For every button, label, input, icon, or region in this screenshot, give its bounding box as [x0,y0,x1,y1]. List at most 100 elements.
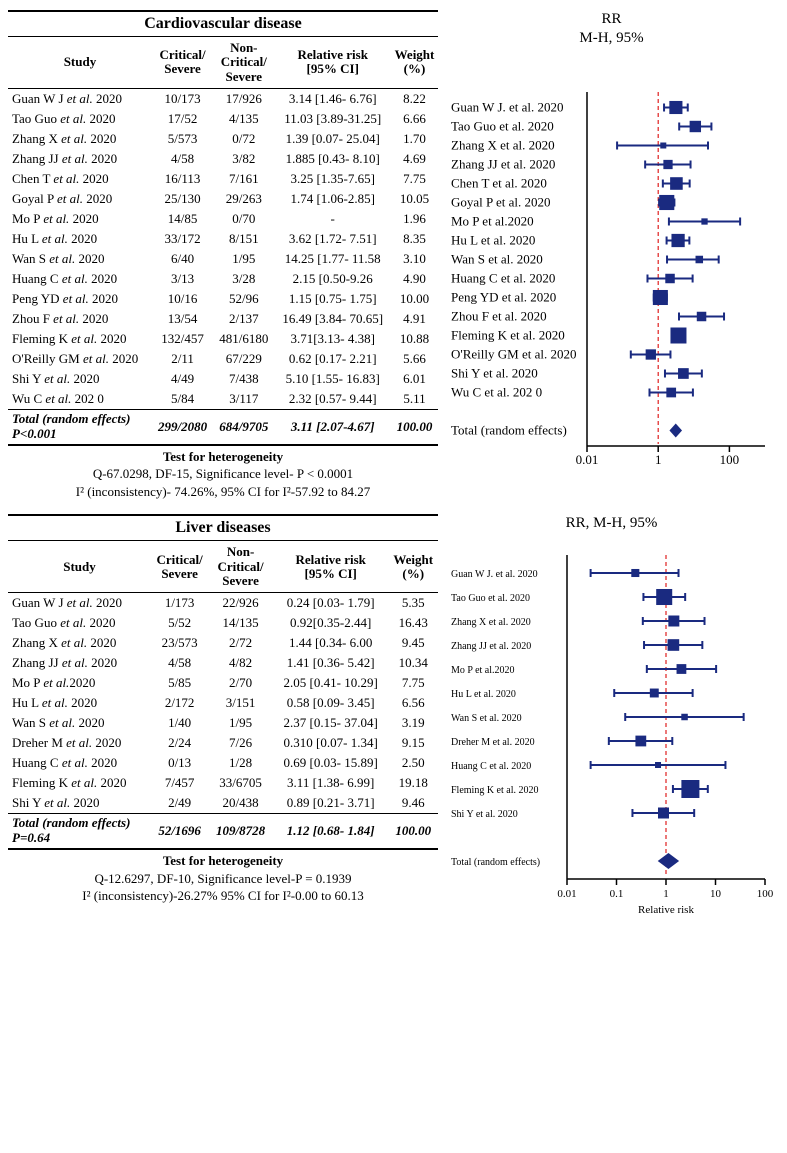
value-cell: 6/40 [152,249,213,269]
forest-plot-title: RR, M-H, 95% [566,514,658,533]
table-row: Wan S et al. 20201/401/952.37 [0.15- 37.… [8,713,438,733]
table-title: Liver diseases [8,514,438,541]
table-row: Shi Y et al. 20204/497/4385.10 [1.55- 16… [8,369,438,389]
value-cell: 1.70 [391,129,438,149]
axis-tick-label: 0.1 [609,888,623,900]
table-row: Hu L et al. 202033/1728/1513.62 [1.72- 7… [8,229,438,249]
axis-tick-label: 1 [663,888,669,900]
value-cell: 0/13 [151,753,208,773]
value-cell: 1.44 [0.34- 6.00 [273,633,389,653]
value-cell: 2.15 [0.50-9.26 [274,269,391,289]
total-value: 3.11 [2.07-4.67] [274,409,391,444]
forest-row-label: Fleming K et al. 2020 [451,785,539,796]
axis-tick-label: 0.01 [557,888,576,900]
total-label: Total (random effects)P<0.001 [8,409,152,444]
study-cell: O'Reilly GM et al. 2020 [8,349,152,369]
value-cell: 4.90 [391,269,438,289]
value-cell: 67/229 [213,349,274,369]
value-cell: 7.75 [389,673,439,693]
table-row: Wu C et al. 202 05/843/1172.32 [0.57- 9.… [8,389,438,410]
value-cell: 3/117 [213,389,274,410]
value-cell: 4/58 [152,149,213,169]
column-header: Weight(%) [389,541,439,592]
study-cell: Huang C et al. 2020 [8,269,152,289]
heterogeneity-test: Test for heterogeneityQ-67.0298, DF-15, … [8,448,438,501]
value-cell: 1.885 [0.43- 8.10] [274,149,391,169]
forest-row-label: Shi Y et al. 2020 [451,809,518,820]
value-cell: 14.25 [1.77- 11.58 [274,249,391,269]
forest-row-label: Wu C et al. 202 0 [451,384,542,399]
study-cell: Wu C et al. 202 0 [8,389,152,410]
value-cell: 3/28 [213,269,274,289]
value-cell: 5/52 [151,613,208,633]
study-cell: Fleming K et al. 2020 [8,329,152,349]
column-header: Relative risk[95% CI] [274,37,391,88]
forest-row-label: Tao Guo et al. 2020 [451,593,530,604]
value-cell: 1.15 [0.75- 1.75] [274,289,391,309]
forest-total-label: Total (random effects) [451,857,540,868]
value-cell: 33/172 [152,229,213,249]
value-cell: 2.37 [0.15- 37.04] [273,713,389,733]
value-cell: 52/96 [213,289,274,309]
value-cell: 1/28 [208,753,273,773]
column-header: Study [8,37,152,88]
study-cell: Zhang JJ et al. 2020 [8,149,152,169]
value-cell: 4/135 [213,109,274,129]
forest-row-label: Hu L et al. 2020 [451,232,535,247]
value-cell: 6.01 [391,369,438,389]
total-value: 684/9705 [213,409,274,444]
study-cell: Wan S et al. 2020 [8,249,152,269]
study-cell: Tao Guo et al. 2020 [8,109,152,129]
value-cell: 3/13 [152,269,213,289]
table-row: Guan W J et al. 20201/17322/9260.24 [0.0… [8,593,438,614]
study-cell: Hu L et al. 2020 [8,693,151,713]
table-row: Peng YD et al. 202010/1652/961.15 [0.75-… [8,289,438,309]
column-header: Critical/Severe [152,37,213,88]
value-cell: 5.11 [391,389,438,410]
value-cell: 20/438 [208,793,273,814]
forest-row-label: Tao Guo et al. 2020 [451,118,554,133]
study-cell: Hu L et al. 2020 [8,229,152,249]
value-cell: 23/573 [151,633,208,653]
total-value: 1.12 [0.68- 1.84] [273,814,389,849]
table-title: Cardiovascular disease [8,10,438,37]
table-row: Zhang JJ et al. 20204/583/821.885 [0.43-… [8,149,438,169]
value-cell: 0.24 [0.03- 1.79] [273,593,389,614]
value-cell: 9.46 [389,793,439,814]
forest-row-label: Zhang JJ et al. 2020 [451,641,531,652]
value-cell: 4.91 [391,309,438,329]
value-cell: 6.56 [389,693,439,713]
value-cell: 1.96 [391,209,438,229]
value-cell: 14/85 [152,209,213,229]
value-cell: 481/6180 [213,329,274,349]
forest-row-label: Shi Y et al. 2020 [451,365,538,380]
table-row: Chen T et al. 202016/1137/1613.25 [1.35-… [8,169,438,189]
value-cell: 10.34 [389,653,439,673]
forest-row-label: Dreher M et al. 2020 [451,737,535,748]
forest-plot-svg: Guan W J. et al. 2020Tao Guo et al. 2020… [447,535,777,935]
value-cell: 8.35 [391,229,438,249]
study-cell: Zhou F et al. 2020 [8,309,152,329]
forest-row-label: Mo P et al.2020 [451,665,515,676]
value-cell: 5/84 [152,389,213,410]
axis-tick-label: 100 [719,452,739,467]
value-cell: 4/49 [152,369,213,389]
value-cell: 0.89 [0.21- 3.71] [273,793,389,814]
value-cell: 10.88 [391,329,438,349]
data-table: StudyCritical/SevereNon-Critical/SevereR… [8,37,438,446]
value-cell: 5/573 [152,129,213,149]
value-cell: 9.45 [389,633,439,653]
value-cell: 10/16 [152,289,213,309]
total-label: Total (random effects)P=0.64 [8,814,151,849]
table-row: Wan S et al. 20206/401/9514.25 [1.77- 11… [8,249,438,269]
table-row: Huang C et al. 20203/133/282.15 [0.50-9.… [8,269,438,289]
value-cell: 3.10 [391,249,438,269]
value-cell: 10.00 [391,289,438,309]
table-row: Mo P et al.20205/852/702.05 [0.41- 10.29… [8,673,438,693]
table-row: Zhang X et al. 202023/5732/721.44 [0.34-… [8,633,438,653]
forest-row-label: Goyal P et al. 2020 [451,194,551,209]
table-row: Fleming K et al. 20207/45733/67053.11 [1… [8,773,438,793]
table-row: Mo P et al. 202014/850/70-1.96 [8,209,438,229]
study-cell: Zhang JJ et al. 2020 [8,653,151,673]
value-cell: 1/95 [213,249,274,269]
